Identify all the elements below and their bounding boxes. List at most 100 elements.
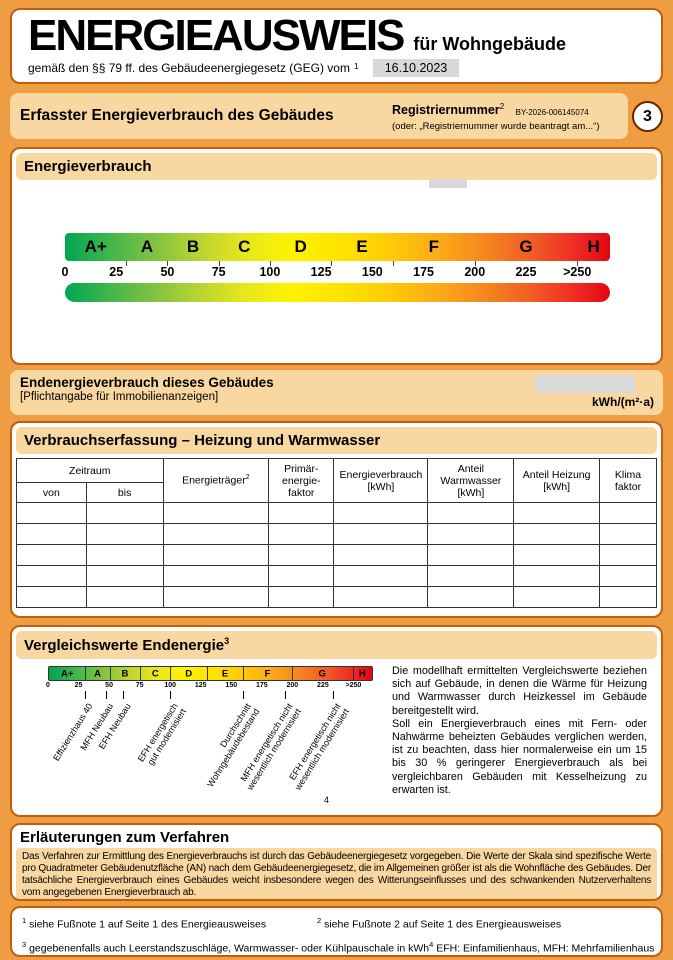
scale-separator [331,261,333,266]
registry-number: BY-2026-006145074 [515,107,589,117]
page-number-badge: 3 [632,101,663,132]
document-title: ENERGIEAUSWEIS [28,11,405,60]
erlaeuterungen-title: Erläuterungen zum Verfahren [20,829,230,846]
scale-separator [392,261,394,266]
scale-tick-label: 25 [74,682,83,689]
scale-letter-G: G [519,237,533,256]
scale-separator [109,667,111,680]
vergleichswerte-title: Vergleichswerte Endenergie3 [16,631,657,659]
comparison-labels: Effizienzhaus 40 MFH Neubau EFH Neubau EFH … [48,691,373,805]
vergleichswerte-content: A+ A B C D E F G H 0 25 50 75 100 125 150 175 200 225 >250… [24,663,649,811]
scale-tick-label: 150 [225,682,238,689]
verbrauchserfassung-title: Verbrauchserfassung – Heizung und Warmwa… [16,427,657,454]
table-cell-empty [513,586,600,608]
endenergie-subtitle: [Pflichtangabe für Immobilienanzeigen] [20,391,219,403]
footnote-4-text: EFH: Einfamilienhaus, MFH: Mehrfamilienh… [436,942,655,954]
compare-label-tick [332,691,334,699]
footnote-3: 3 gegebenenfalls auch Leerstandszuschläg… [22,939,429,955]
scale-tick-label: 75 [211,265,226,279]
table-cell-empty [427,544,515,566]
scale-tick-label: 50 [105,682,113,689]
column-header: Energieverbrauch [kWh] [333,458,429,503]
scale-tick-label: 0 [46,682,50,689]
scale-tick-label: >250 [563,265,592,279]
footnote-3-text: gegebenenfalls auch Leerstandszuschläge,… [29,942,430,954]
table-cell-empty [16,565,87,587]
scale-tick-label: 225 [515,265,537,279]
table-cell-empty [162,586,270,608]
registry-alt-text: (oder: „Registriernummer wurde beantragt… [392,120,600,132]
table-cell-empty [268,523,335,545]
scale-separator [206,667,208,680]
table-cell-empty [85,586,164,608]
table-cell-empty [85,565,164,587]
energieverbrauch-title: Energieverbrauch [16,153,657,180]
scale-tick-label: 75 [135,682,144,689]
column-header: Anteil Warmwasser [kWh] [427,458,515,503]
footnote-2: 2 siehe Fußnote 2 auf Seite 1 des Energi… [317,915,561,931]
vergleichswerte-section: Vergleichswerte Endenergie3 A+ A B C D E F G H 0… [10,625,663,817]
column-header: Primär-energie-faktor [268,458,335,503]
scale-letter-E: E [356,237,368,256]
scale-separator [140,667,142,680]
footnote-marker-1: 1 [353,61,359,71]
footnote-4: 4 EFH: Einfamilienhaus, MFH: Mehrfamilie… [429,939,654,955]
table-cell-empty [333,586,429,608]
verbrauchserfassung-section: Verbrauchserfassung – Heizung und Warmwa… [10,421,663,618]
comparison-class-bar: A+ A B C D E F G H [48,666,373,681]
table-cell-empty [162,565,270,587]
issue-date-field: 16.10.2023 [372,59,460,77]
scale-separator [291,667,293,680]
scale-letter-A: A [140,237,154,256]
table-cell-empty [427,523,515,545]
table-cell-empty [162,502,270,524]
scale-letter-F: F [264,668,271,679]
column-header: Klima faktor [598,458,658,503]
registry-block: Registriernummer2 BY-2026-006145074 (ode… [392,100,618,131]
table-cell-empty [333,544,429,566]
vergleichswerte-title-text: Vergleichswerte Endenergie [24,637,225,654]
table-cell-empty [268,586,335,608]
scale-tick-label: 25 [109,265,124,279]
table-cell-empty [598,586,658,608]
header-section: ENERGIEAUSWEIS für Wohngebäude gemäß den… [10,8,663,84]
scale-letter-G: G [318,668,326,679]
registry-line: Registriernummer2 BY-2026-006145074 [392,100,618,118]
section-title: Erfasster Energieverbrauch des Gebäudes [20,107,334,124]
table-cell-empty [513,523,600,545]
footnote-2-text: siehe Fußnote 2 auf Seite 1 des Energiea… [324,918,562,931]
scale-tick-label: 100 [164,682,177,689]
scale-tick-label: 200 [286,682,299,689]
footnote-marker-3: 3 [224,636,230,646]
footnote-1-text: siehe Fußnote 1 auf Seite 1 des Energiea… [29,918,267,931]
table-cell-empty [513,544,600,566]
scale-tick-label: 175 [413,265,434,279]
erlaeuterungen-text: Das Verfahren zur Ermittlung des Energie… [16,848,657,899]
scale-separator [218,261,220,266]
endenergieverbrauch-bar: Endenergieverbrauch dieses Gebäudes [Pfl… [10,370,663,415]
scale-letter-H: H [358,668,366,679]
scale-letter-D: D [185,668,193,679]
column-header: Energieträger2 [162,458,270,503]
scale-tick-label: 0 [61,265,69,279]
column-header-zeitraum: Zeitraum [16,458,164,483]
scale-separator [85,667,87,680]
law-reference-text: gemäß den §§ 79 ff. des Gebäudeenergiege… [28,61,350,75]
footnote-3-marker: 3 [22,939,27,949]
table-cell-empty [16,523,87,545]
column-subheader-bis: bis [85,482,164,503]
energy-scale-ticks: 0 25 50 75 100 125 150 175 200 225 >250 [61,265,610,280]
scale-letter-B: B [121,668,129,679]
footnote-marker-4: 4 [324,795,330,805]
scale-tick-label: 150 [361,265,383,279]
footnote-row: 3 gegebenenfalls auch Leerstandszuschläg… [22,939,654,955]
erfasster-verbrauch-bar: Erfasster Energieverbrauch des Gebäudes … [10,93,628,139]
table-cell-empty [162,544,270,566]
table-cell-empty [16,502,87,524]
table-row [16,502,658,524]
scale-separator [126,261,128,266]
endenergie-unit: kWh/(m²·a) [592,395,654,409]
footnote-row: 1 siehe Fußnote 1 auf Seite 1 des Energi… [22,915,651,931]
title-row: ENERGIEAUSWEIS für Wohngebäude [28,11,645,61]
